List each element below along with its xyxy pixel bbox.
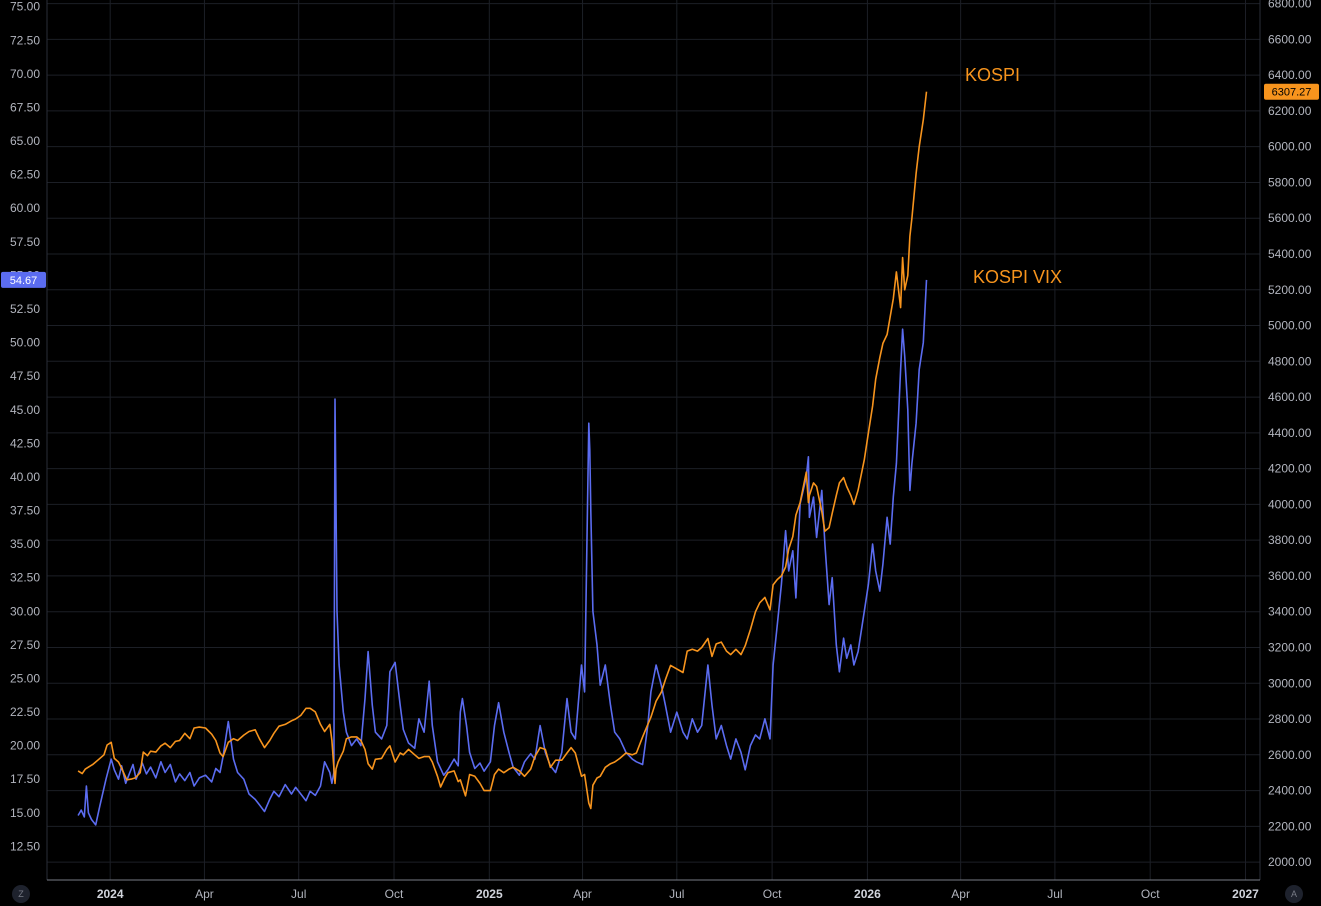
time-axis-tick-label: Jul <box>1047 887 1062 901</box>
time-axis-tick-label: Jul <box>669 887 684 901</box>
left-price-axis[interactable]: 75.00 72.50 70.00 67.50 65.00 62.50 60.00 57.50… <box>10 0 40 853</box>
left-axis-tick-label: 67.50 <box>10 100 40 114</box>
right-axis-tick-label: 4600.00 <box>1268 390 1312 404</box>
left-axis-tick-label: 37.50 <box>10 504 40 518</box>
left-axis-tick-label: 15.00 <box>10 806 40 820</box>
right-axis-tick-label: 3800.00 <box>1268 533 1312 547</box>
series-layer <box>77 91 928 826</box>
right-axis-tick-label: 6400.00 <box>1268 68 1312 82</box>
grid-lines <box>46 0 1261 881</box>
right-axis-tick-label: 2400.00 <box>1268 784 1312 798</box>
right-axis-tick-label: 5800.00 <box>1268 175 1312 189</box>
time-axis-tick-label: Oct <box>763 887 782 901</box>
left-axis-tick-label: 20.00 <box>10 739 40 753</box>
annotation-kospi-vix: KOSPI VIX <box>973 267 1062 287</box>
left-axis-tick-label: 32.50 <box>10 571 40 585</box>
right-axis-tick-label: 6600.00 <box>1268 32 1312 46</box>
left-axis-tick-label: 17.50 <box>10 772 40 786</box>
time-axis-tick-label: 2025 <box>476 887 503 901</box>
time-axis-tick-label: 2027 <box>1232 887 1259 901</box>
left-axis-tick-label: 52.50 <box>10 302 40 316</box>
left-axis-tick-label: 65.00 <box>10 134 40 148</box>
right-axis-tick-label: 2600.00 <box>1268 748 1312 762</box>
right-axis-tick-label: 4400.00 <box>1268 426 1312 440</box>
right-axis-tick-label: 4200.00 <box>1268 462 1312 476</box>
auto-scale-toggle-right[interactable]: A <box>1285 885 1303 903</box>
left-axis-tick-label: 45.00 <box>10 403 40 417</box>
left-axis-tick-label: 12.50 <box>10 839 40 853</box>
right-axis-tick-label: 2200.00 <box>1268 819 1312 833</box>
left-axis-tick-label: 62.50 <box>10 168 40 182</box>
right-axis-tick-label: 5000.00 <box>1268 319 1312 333</box>
right-price-axis[interactable]: 6800.00 6600.00 6400.00 6200.00 6000.00 5800.… <box>1268 0 1312 869</box>
time-axis[interactable]: 2024 Apr Jul Oct 2025 Apr Jul Oct 2026 Apr Jul Oct 2… <box>97 887 1259 901</box>
time-axis-tick-label: Apr <box>195 887 214 901</box>
right-axis-tick-label: 4000.00 <box>1268 497 1312 511</box>
right-axis-tick-label: 2800.00 <box>1268 712 1312 726</box>
kospi-last-value-text: 6307.27 <box>1272 87 1312 99</box>
last-value-badges: 54.67 6307.27 <box>1 83 1319 288</box>
time-axis-tick-label: 2024 <box>97 887 124 901</box>
kospi-line <box>77 91 928 810</box>
right-axis-tick-label: 5400.00 <box>1268 247 1312 261</box>
right-axis-tick-label: 3200.00 <box>1268 640 1312 654</box>
left-axis-tick-label: 35.00 <box>10 537 40 551</box>
annotation-layer: KOSPI KOSPI VIX <box>965 65 1062 287</box>
right-axis-tick-label: 6000.00 <box>1268 140 1312 154</box>
time-axis-tick-label: Jul <box>291 887 306 901</box>
right-axis-tick-label: 2000.00 <box>1268 855 1312 869</box>
right-axis-tick-label: 3000.00 <box>1268 676 1312 690</box>
kospi-last-value-badge <box>1264 83 1319 100</box>
left-axis-tick-label: 25.00 <box>10 671 40 685</box>
left-axis-tick-label: 22.50 <box>10 705 40 719</box>
left-axis-tick-label: 27.50 <box>10 638 40 652</box>
right-axis-tick-label: 4800.00 <box>1268 354 1312 368</box>
left-axis-tick-label: 72.50 <box>10 33 40 47</box>
right-axis-tick-label: 3400.00 <box>1268 605 1312 619</box>
left-axis-tick-label: 70.00 <box>10 67 40 81</box>
auto-scale-toggle-left[interactable]: Z <box>12 885 30 903</box>
left-axis-tick-label: 40.00 <box>10 470 40 484</box>
right-axis-tick-label: 6800.00 <box>1268 0 1312 11</box>
time-axis-tick-label: Apr <box>951 887 970 901</box>
time-axis-tick-label: Oct <box>1141 887 1160 901</box>
kospi-vix-last-value-badge <box>1 271 46 288</box>
time-axis-tick-label: Oct <box>385 887 404 901</box>
right-axis-tick-label: 3600.00 <box>1268 569 1312 583</box>
time-axis-tick-label: 2026 <box>854 887 881 901</box>
left-axis-tick-label: 47.50 <box>10 369 40 383</box>
left-axis-tick-label: 42.50 <box>10 436 40 450</box>
right-axis-tick-label: 5200.00 <box>1268 283 1312 297</box>
right-axis-tick-label: 6200.00 <box>1268 104 1312 118</box>
left-axis-tick-label: 75.00 <box>10 0 40 14</box>
annotation-kospi: KOSPI <box>965 65 1020 85</box>
left-axis-tick-label: 60.00 <box>10 201 40 215</box>
kospi-vix-last-value-text: 54.67 <box>10 275 38 287</box>
kospi-vix-line <box>77 279 928 826</box>
left-axis-tick-label: 50.00 <box>10 336 40 350</box>
time-axis-tick-label: Apr <box>573 887 592 901</box>
left-axis-tick-label: 57.50 <box>10 235 40 249</box>
left-axis-tick-label: 30.00 <box>10 604 40 618</box>
right-axis-tick-label: 5600.00 <box>1268 211 1312 225</box>
